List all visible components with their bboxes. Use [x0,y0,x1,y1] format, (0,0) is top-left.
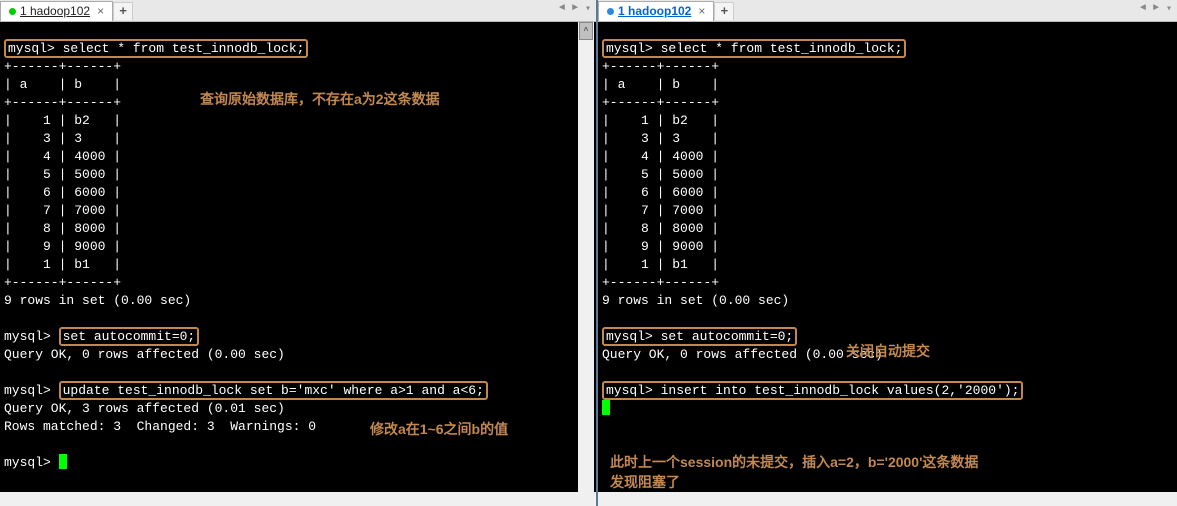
annotation-left-2: 修改a在1~6之间b的值 [370,420,508,438]
line: set autocommit=0; [661,329,794,344]
tab-right[interactable]: 1 hadoop102 × [598,1,714,21]
tab-nav-dropdown-icon[interactable]: ▾ [582,2,594,16]
line: | 1 | b2 | [4,113,121,128]
line: | 6 | 6000 | [602,185,719,200]
line: +------+------+ [602,59,719,74]
add-tab-button[interactable]: + [113,2,133,20]
hl-left-autocommit: set autocommit=0; [59,327,200,346]
line: +------+------+ [4,95,121,110]
line: | 6 | 6000 | [4,185,121,200]
line: mysql> [606,329,661,344]
line: +------+------+ [4,275,121,290]
line: | 8 | 8000 | [4,221,121,236]
tab-bar-right: 1 hadoop102 × + ◄ ► ▾ [598,0,1177,22]
scrollbar-left[interactable]: ^ [578,22,594,506]
line: | 7 | 7000 | [602,203,719,218]
line: | a | b | [4,77,121,92]
line: | 7 | 7000 | [4,203,121,218]
hl-right-query: mysql> select * from test_innodb_lock; [602,39,906,58]
line: | 4 | 4000 | [602,149,719,164]
tab-nav-left: ◄ ► ▾ [556,2,594,16]
add-tab-button[interactable]: + [714,2,734,20]
line: | 9 | 9000 | [602,239,719,254]
close-icon[interactable]: × [97,4,104,18]
line: +------+------+ [602,95,719,110]
tab-nav-left-arrow-icon[interactable]: ◄ [1137,2,1149,16]
line: | 1 | b1 | [602,257,719,272]
hl-left-query: mysql> select * from test_innodb_lock; [4,39,308,58]
line: insert into test_innodb_lock values(2,'2… [661,383,1020,398]
annotation-right-2: 此时上一个session的未提交，插入a=2，b='2000'这条数据 发现阻塞… [610,452,978,492]
status-dot-icon [607,8,614,15]
line: | 5 | 5000 | [602,167,719,182]
close-icon[interactable]: × [698,4,705,18]
tab-label: 1 hadoop102 [20,4,90,18]
tab-nav-right: ◄ ► ▾ [1137,2,1175,16]
line: mysql> [4,383,59,398]
line: | 8 | 8000 | [602,221,719,236]
tab-left[interactable]: 1 hadoop102 × [0,1,113,21]
line: | 5 | 5000 | [4,167,121,182]
status-dot-icon [9,8,16,15]
line: | 3 | 3 | [4,131,121,146]
line: mysql> [4,455,59,470]
tab-nav-left-arrow-icon[interactable]: ◄ [556,2,568,16]
tab-nav-right-arrow-icon[interactable]: ► [569,2,581,16]
line: 9 rows in set (0.00 sec) [4,293,191,308]
line: 9 rows in set (0.00 sec) [602,293,789,308]
tab-nav-right-arrow-icon[interactable]: ► [1150,2,1162,16]
line: | 1 | b1 | [4,257,121,272]
line: Query OK, 0 rows affected (0.00 sec) [4,347,285,362]
line: Query OK, 3 rows affected (0.01 sec) [4,401,285,416]
tab-bar-left: 1 hadoop102 × + ◄ ► ▾ [0,0,596,22]
line: | 3 | 3 | [602,131,719,146]
hl-right-insert: mysql> insert into test_innodb_lock valu… [602,381,1023,400]
hl-left-update: update test_innodb_lock set b='mxc' wher… [59,381,488,400]
horizontal-scrollbar-right[interactable] [598,492,1177,506]
annotation-left-1: 查询原始数据库，不存在a为2这条数据 [200,90,440,108]
line: mysql> [606,383,661,398]
terminal-left[interactable]: mysql> select * from test_innodb_lock; +… [0,22,596,506]
right-pane: 1 hadoop102 × + ◄ ► ▾ mysql> select * fr… [598,0,1177,506]
line: | 9 | 9000 | [4,239,121,254]
hl-right-autocommit: mysql> set autocommit=0; [602,327,797,346]
line: | 1 | b2 | [602,113,719,128]
annotation-right-1: 关闭自动提交 [846,342,930,360]
terminal-right[interactable]: mysql> select * from test_innodb_lock; +… [598,22,1177,506]
line: +------+------+ [4,59,121,74]
cursor-icon [602,400,610,415]
line: mysql> select * from test_innodb_lock; [606,41,902,56]
line: | 4 | 4000 | [4,149,121,164]
tab-nav-dropdown-icon[interactable]: ▾ [1163,2,1175,16]
split-container: 1 hadoop102 × + ◄ ► ▾ mysql> select * fr… [0,0,1177,506]
scrollbar-thumb-icon[interactable]: ^ [579,22,593,40]
cursor-icon [59,454,67,469]
tab-label: 1 hadoop102 [618,4,691,18]
line: mysql> select * from test_innodb_lock; [8,41,304,56]
horizontal-scrollbar-left[interactable] [0,492,596,506]
line: | a | b | [602,77,719,92]
line: set autocommit=0; [63,329,196,344]
line: mysql> [4,329,59,344]
left-pane: 1 hadoop102 × + ◄ ► ▾ mysql> select * fr… [0,0,598,506]
line: update test_innodb_lock set b='mxc' wher… [63,383,484,398]
line: Query OK, 0 rows affected (0.00 sec) [602,347,883,362]
line: Rows matched: 3 Changed: 3 Warnings: 0 [4,419,316,434]
line: +------+------+ [602,275,719,290]
